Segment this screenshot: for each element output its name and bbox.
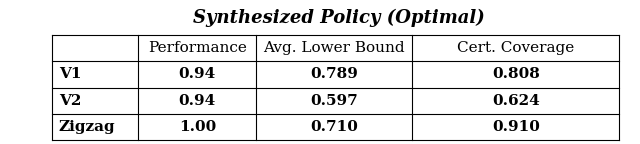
Text: 0.597: 0.597 xyxy=(310,94,358,108)
Text: 1.00: 1.00 xyxy=(179,120,216,134)
Text: 0.910: 0.910 xyxy=(492,120,540,134)
Text: 0.808: 0.808 xyxy=(492,68,540,82)
Text: Performance: Performance xyxy=(148,41,247,55)
Text: Zigzag: Zigzag xyxy=(59,120,115,134)
Text: 0.624: 0.624 xyxy=(492,94,540,108)
Text: Avg. Lower Bound: Avg. Lower Bound xyxy=(264,41,405,55)
Text: Cert. Coverage: Cert. Coverage xyxy=(458,41,575,55)
Text: 0.789: 0.789 xyxy=(310,68,358,82)
Text: Synthesized Policy (Optimal): Synthesized Policy (Optimal) xyxy=(193,8,485,27)
Text: 0.94: 0.94 xyxy=(179,68,216,82)
Text: V1: V1 xyxy=(59,68,81,82)
Text: V2: V2 xyxy=(59,94,81,108)
Text: 0.710: 0.710 xyxy=(310,120,358,134)
Text: 0.94: 0.94 xyxy=(179,94,216,108)
